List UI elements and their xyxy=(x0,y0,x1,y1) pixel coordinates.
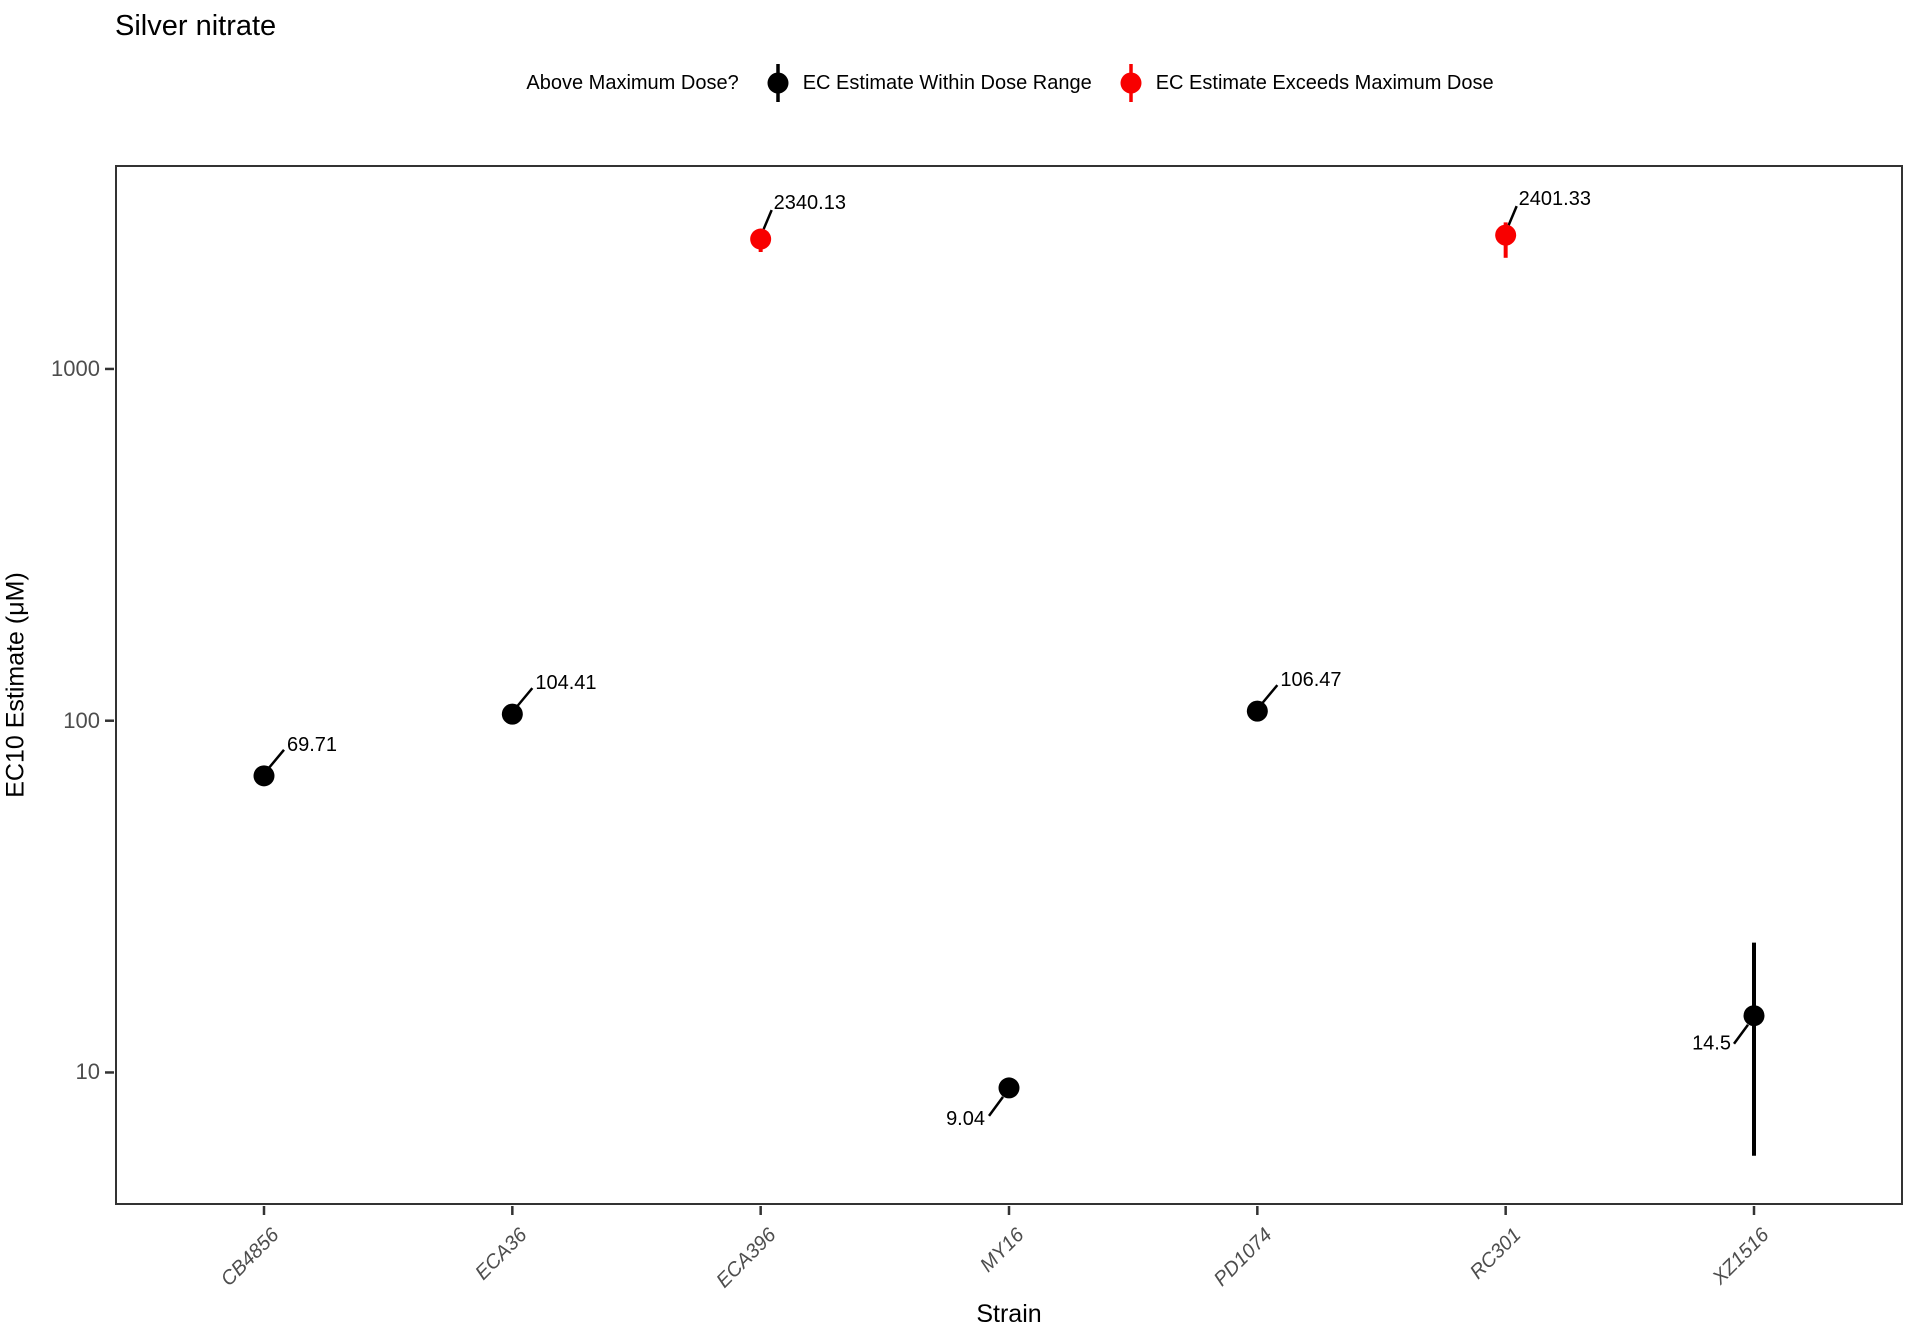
data-point-PD1074 xyxy=(1246,700,1268,722)
label-leader-line xyxy=(1261,684,1279,704)
y-tick-label-100: 100 xyxy=(63,707,100,733)
label-leader-line xyxy=(987,1096,1005,1117)
data-point-CB4856 xyxy=(253,765,275,787)
x-axis-title: Strain xyxy=(976,1300,1042,1328)
y-tick-label-10: 10 xyxy=(75,1059,100,1085)
label-leader-line xyxy=(268,749,285,769)
legend: Above Maximum Dose? EC Estimate Within D… xyxy=(115,58,1905,108)
legend-item-label: EC Estimate Within Dose Range xyxy=(802,71,1092,94)
label-leader-line xyxy=(762,209,773,230)
y-axis-title: EC10 Estimate (μM) xyxy=(1,572,30,798)
legend-item-1: EC Estimate Exceeds Maximum Dose xyxy=(1118,60,1494,106)
point-value-label-MY16: 9.04 xyxy=(946,1108,985,1130)
point-value-label-CB4856: 69.71 xyxy=(287,734,337,756)
label-leader-line xyxy=(1732,1023,1750,1045)
point-value-label-ECA396: 2340.13 xyxy=(774,192,846,214)
data-point-RC301 xyxy=(1495,224,1517,246)
legend-key-pointrange-icon xyxy=(1120,64,1142,102)
legend-title: Above Maximum Dose? xyxy=(526,71,739,94)
plot-panel xyxy=(115,165,1903,1205)
point-value-label-ECA36: 104.41 xyxy=(535,672,596,694)
legend-item-label: EC Estimate Exceeds Maximum Dose xyxy=(1155,71,1494,94)
legend-key-pointrange-icon xyxy=(767,64,789,102)
plot-title: Silver nitrate xyxy=(115,10,277,42)
label-leader-line xyxy=(1507,205,1518,226)
data-point-ECA396 xyxy=(750,228,772,250)
label-leader-line xyxy=(516,687,534,707)
point-value-label-PD1074: 106.47 xyxy=(1280,669,1341,691)
legend-item-0: EC Estimate Within Dose Range xyxy=(765,60,1092,106)
data-point-XZ1516 xyxy=(1743,1005,1765,1027)
data-point-MY16 xyxy=(998,1077,1020,1099)
point-value-label-XZ1516: 14.5 xyxy=(1692,1033,1731,1055)
data-point-ECA36 xyxy=(501,703,523,725)
point-value-label-RC301: 2401.33 xyxy=(1519,188,1591,210)
y-tick-label-1000: 1000 xyxy=(51,355,100,381)
